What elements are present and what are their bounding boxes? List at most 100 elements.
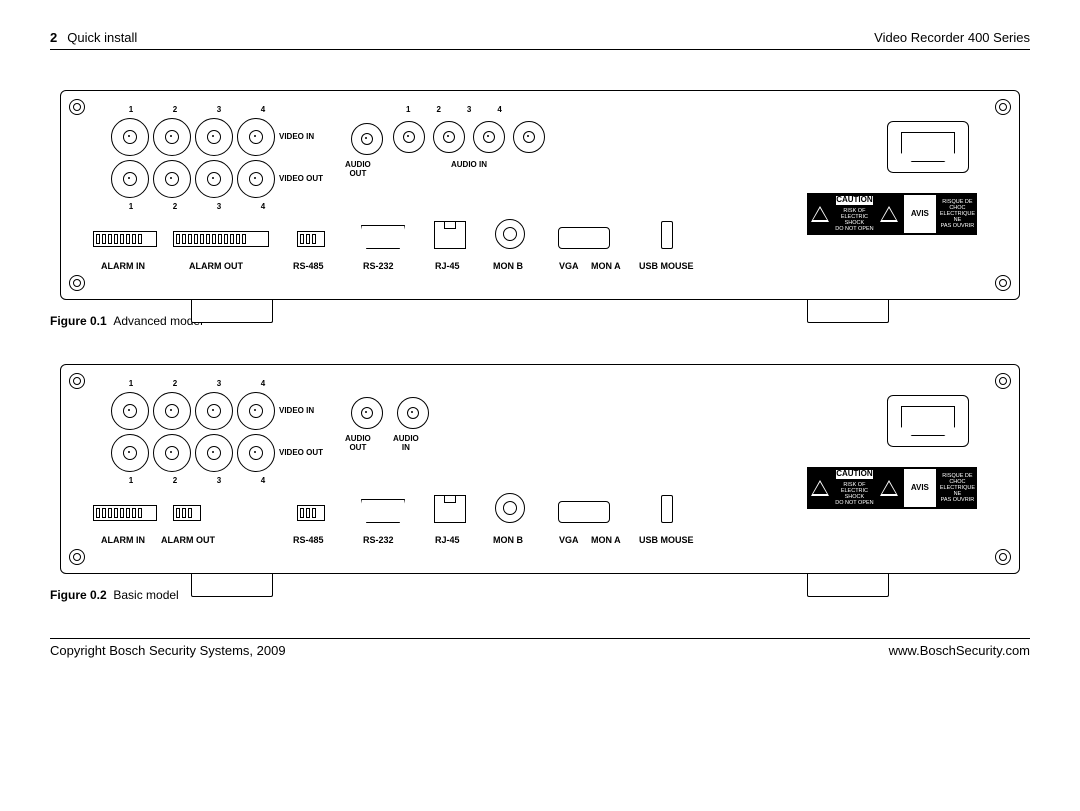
bnc-num: 3 [199,105,239,114]
mona-label: MON A [591,535,621,545]
bnc-connector-icon [397,397,429,429]
monb-label: MON B [493,261,523,271]
screw-icon [69,373,85,389]
page-footer: Copyright Bosch Security Systems, 2009 w… [50,638,1030,658]
audio-out-label: AUDIO OUT [345,161,371,179]
rs485-label: RS-485 [293,261,324,271]
bnc-num: 1 [111,379,151,388]
usb-port-icon [661,495,673,523]
bnc-num: 2 [155,379,195,388]
audio-out-label: AUDIO OUT [345,435,371,453]
bnc-connector-icon [433,121,465,153]
page-number: 2 [50,30,57,45]
bnc-connector-icon [195,160,233,198]
bnc-connector-icon [153,434,191,472]
rj45-port-icon [434,495,466,523]
bnc-connector-icon [111,434,149,472]
alarm-in-terminal [93,231,157,247]
usb-label: USB MOUSE [639,261,694,271]
product-name: Video Recorder 400 Series [874,30,1030,45]
bnc-connector-icon [237,392,275,430]
bnc-num: 4 [243,105,283,114]
bnc-num: 1 [111,476,151,485]
rs232-port-icon [361,225,405,249]
bnc-connector-icon [195,118,233,156]
avis-text: AVIS [904,195,936,233]
bnc-connector-icon [393,121,425,153]
video-in-label: VIDEO IN [279,133,314,142]
usb-port-icon [661,221,673,249]
bnc-connector-icon [513,121,545,153]
avis-text: AVIS [904,469,936,507]
bnc-connector-icon [473,121,505,153]
screw-icon [995,549,1011,565]
caution-label: CAUTION RISK OF ELECTRIC SHOCKDO NOT OPE… [807,193,977,235]
audio-in-block [397,397,429,429]
screw-icon [69,549,85,565]
exclaim-warning-icon [880,480,898,496]
audio-out-block [351,123,383,155]
bnc-connector-icon [153,160,191,198]
video-bnc-block: 1 2 3 4 VIDEO IN VIDEO OUT 1 2 [111,105,323,211]
video-in-label: VIDEO IN [279,407,314,416]
screw-icon [995,99,1011,115]
monb-port-icon [495,493,525,523]
bnc-num: 4 [243,202,283,211]
footer-url: www.BoschSecurity.com [889,643,1030,658]
bnc-num: 3 [199,379,239,388]
mona-label: MON A [591,261,621,271]
bnc-num: 2 [155,476,195,485]
caution-label: CAUTION RISK OF ELECTRIC SHOCKDO NOT OPE… [807,467,977,509]
rs485-terminal [297,231,325,247]
monb-label: MON B [493,535,523,545]
section-title: Quick install [67,30,137,45]
bnc-num: 4 [243,379,283,388]
alarm-out-label: ALARM OUT [189,261,243,271]
alarm-out-terminal [173,505,201,521]
alarm-in-label: ALARM IN [101,535,145,545]
power-inlet-icon [887,395,969,447]
rs485-label: RS-485 [293,535,324,545]
bnc-num: 3 [199,202,239,211]
rs232-port-icon [361,499,405,523]
usb-label: USB MOUSE [639,535,694,545]
bolt-warning-icon [811,206,829,222]
vga-port-icon [558,501,610,523]
video-out-label: VIDEO OUT [279,175,323,184]
bnc-connector-icon [237,118,275,156]
vga-label: VGA [559,261,579,271]
audio-in-label: AUDIO IN [451,161,487,170]
bnc-connector-icon [153,392,191,430]
bnc-num: 1 [111,202,151,211]
bnc-connector-icon [237,434,275,472]
audio-out-block [351,397,383,429]
bnc-connector-icon [351,123,383,155]
copyright-text: Copyright Bosch Security Systems, 2009 [50,643,286,658]
page-header: 2 Quick install Video Recorder 400 Serie… [50,30,1030,50]
screw-icon [69,275,85,291]
monb-port-icon [495,219,525,249]
bnc-connector-icon [111,160,149,198]
power-inlet-icon [887,121,969,173]
rs232-label: RS-232 [363,535,394,545]
alarm-out-label: ALARM OUT [161,535,215,545]
bnc-connector-icon [111,118,149,156]
screw-icon [69,99,85,115]
rear-panel-basic: 1 2 3 4 VIDEO IN VIDEO OUT 1 2 [60,364,1020,574]
bnc-connector-icon [237,160,275,198]
bnc-num: 3 [199,476,239,485]
rs485-terminal [297,505,325,521]
bnc-num: 2 [155,105,195,114]
alarm-out-terminal [173,231,269,247]
rj45-label: RJ-45 [435,535,460,545]
vga-label: VGA [559,535,579,545]
rj45-port-icon [434,221,466,249]
screw-icon [995,373,1011,389]
screw-icon [995,275,1011,291]
audio-in-block [393,121,545,153]
audio-in-nums: 1 2 3 4 [406,105,502,114]
exclaim-warning-icon [880,206,898,222]
bnc-num: 4 [243,476,283,485]
rj45-label: RJ-45 [435,261,460,271]
bnc-num: 1 [111,105,151,114]
